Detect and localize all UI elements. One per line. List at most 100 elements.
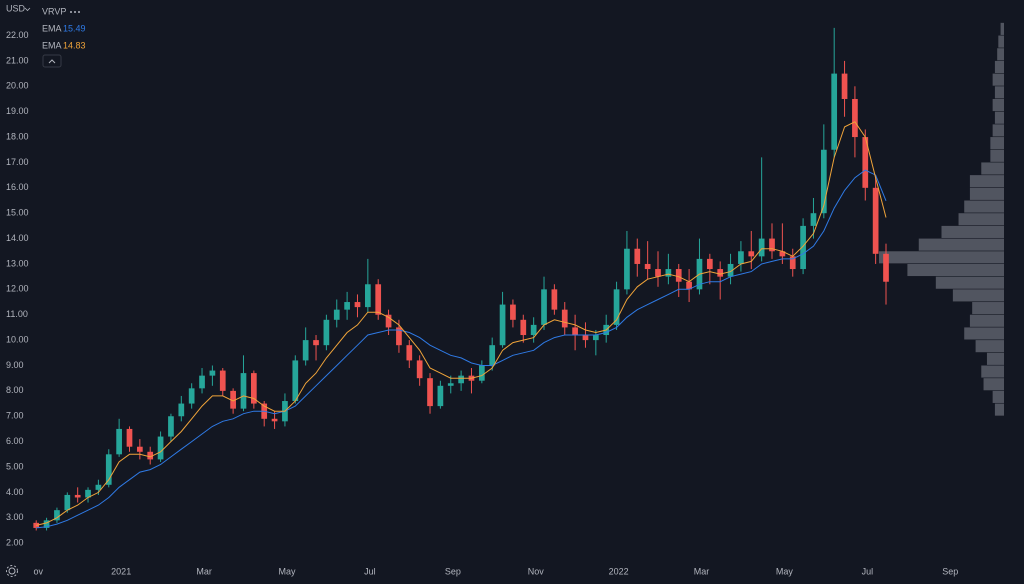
collapse-button[interactable]	[42, 54, 62, 68]
currency-caret[interactable]	[24, 7, 31, 12]
currency-label: USD	[6, 3, 26, 13]
candle-body	[74, 494, 81, 498]
candle-body	[478, 365, 485, 381]
legend-label: EMA	[42, 40, 62, 50]
candle-body	[416, 360, 423, 379]
y-tick-label: 22.00	[6, 30, 29, 40]
candle-body	[820, 149, 827, 214]
candle-body	[499, 304, 506, 346]
candle-body	[872, 187, 879, 254]
profile-bar	[1000, 22, 1004, 35]
profile-bar	[964, 200, 1004, 213]
indicator-label: VRVP	[42, 6, 66, 16]
candle-body	[520, 319, 527, 336]
profile-bar	[997, 48, 1004, 61]
candle-body	[624, 248, 630, 290]
y-tick-label: 10.00	[6, 334, 29, 344]
profile-bar	[994, 111, 1004, 124]
y-tick-label: 7.00	[6, 411, 24, 421]
candle-body	[758, 238, 765, 257]
candle-body	[54, 510, 60, 521]
candle-body	[385, 314, 392, 328]
profile-bar	[992, 98, 1004, 112]
candle-body	[852, 98, 858, 138]
x-tick-label: May	[279, 566, 297, 576]
profile-bar	[975, 340, 1004, 353]
profile-bar	[879, 251, 1004, 264]
legend-value: 15.49	[63, 23, 86, 33]
y-tick-label: 17.00	[6, 157, 29, 167]
candle-body	[178, 403, 185, 417]
profile-bar	[994, 60, 1004, 74]
candle-body	[447, 383, 454, 386]
y-tick-label: 2.00	[6, 538, 24, 548]
candle-body	[230, 390, 236, 409]
y-tick-label: 19.00	[6, 106, 29, 116]
indicator-menu[interactable]	[70, 11, 80, 13]
candle-body	[354, 302, 361, 308]
candle-body	[271, 418, 278, 422]
candle-body	[302, 340, 309, 361]
candle-body	[841, 73, 848, 99]
y-tick-label: 6.00	[6, 436, 24, 446]
x-tick-label: Jul	[364, 566, 376, 576]
x-tick-label: ov	[34, 566, 44, 576]
candle-body	[489, 345, 496, 366]
y-tick-label: 4.00	[6, 487, 24, 497]
x-tick-label: Sep	[445, 566, 461, 576]
candle-body	[250, 373, 257, 404]
candle-body	[199, 375, 205, 389]
y-tick-label: 3.00	[6, 512, 24, 522]
ema-line	[36, 169, 887, 529]
candle-body	[665, 269, 672, 277]
candle-body	[634, 248, 641, 264]
candle-body	[188, 388, 195, 404]
candle-body	[105, 454, 112, 485]
candle-body	[810, 213, 817, 226]
y-tick-label: 14.00	[6, 233, 29, 243]
candle-body	[116, 428, 122, 455]
profile-bar	[998, 35, 1004, 48]
y-tick-label: 11.00	[6, 309, 28, 319]
x-tick-label: Sep	[942, 566, 958, 576]
profile-bar	[969, 314, 1004, 327]
x-tick-label: Jul	[862, 566, 874, 576]
profile-bar	[983, 378, 1004, 391]
candle-body	[541, 289, 547, 325]
candle-body	[95, 484, 102, 490]
legend-value: 14.83	[63, 40, 86, 50]
y-tick-label: 9.00	[6, 360, 24, 370]
candle-body	[510, 304, 516, 320]
profile-bar	[958, 213, 1004, 226]
volume-profile	[879, 22, 1004, 416]
candle-body	[344, 302, 350, 310]
candle-body	[126, 428, 133, 447]
candle-body	[675, 269, 682, 282]
candle-body	[209, 370, 216, 376]
candle-body	[364, 284, 371, 308]
y-tick-label: 21.00	[6, 55, 29, 65]
candle-body	[789, 256, 796, 270]
profile-bar	[918, 238, 1004, 251]
candle-body	[592, 335, 599, 341]
candle-body	[800, 225, 806, 270]
profile-bar	[969, 187, 1004, 200]
axes: 2.00 3.00 4.00 5.00 6.00 7.00 8.00 9.00 10.00 11.…	[6, 30, 958, 576]
candle-body	[219, 370, 226, 391]
y-tick-label: 15.00	[6, 208, 29, 218]
candle-body	[137, 446, 143, 452]
x-tick-label: May	[776, 566, 794, 576]
candle-body	[168, 416, 174, 437]
profile-bar	[952, 289, 1004, 302]
profile-bar	[981, 162, 1004, 175]
candle-body	[769, 238, 775, 252]
candle-body	[157, 436, 164, 460]
profile-bar	[907, 263, 1004, 277]
candle-body	[333, 309, 340, 320]
candle-body	[64, 494, 71, 511]
settings-icon[interactable]	[6, 565, 18, 577]
y-tick-label: 20.00	[6, 81, 29, 91]
candle-body	[43, 520, 50, 528]
y-tick-label: 5.00	[6, 461, 24, 471]
